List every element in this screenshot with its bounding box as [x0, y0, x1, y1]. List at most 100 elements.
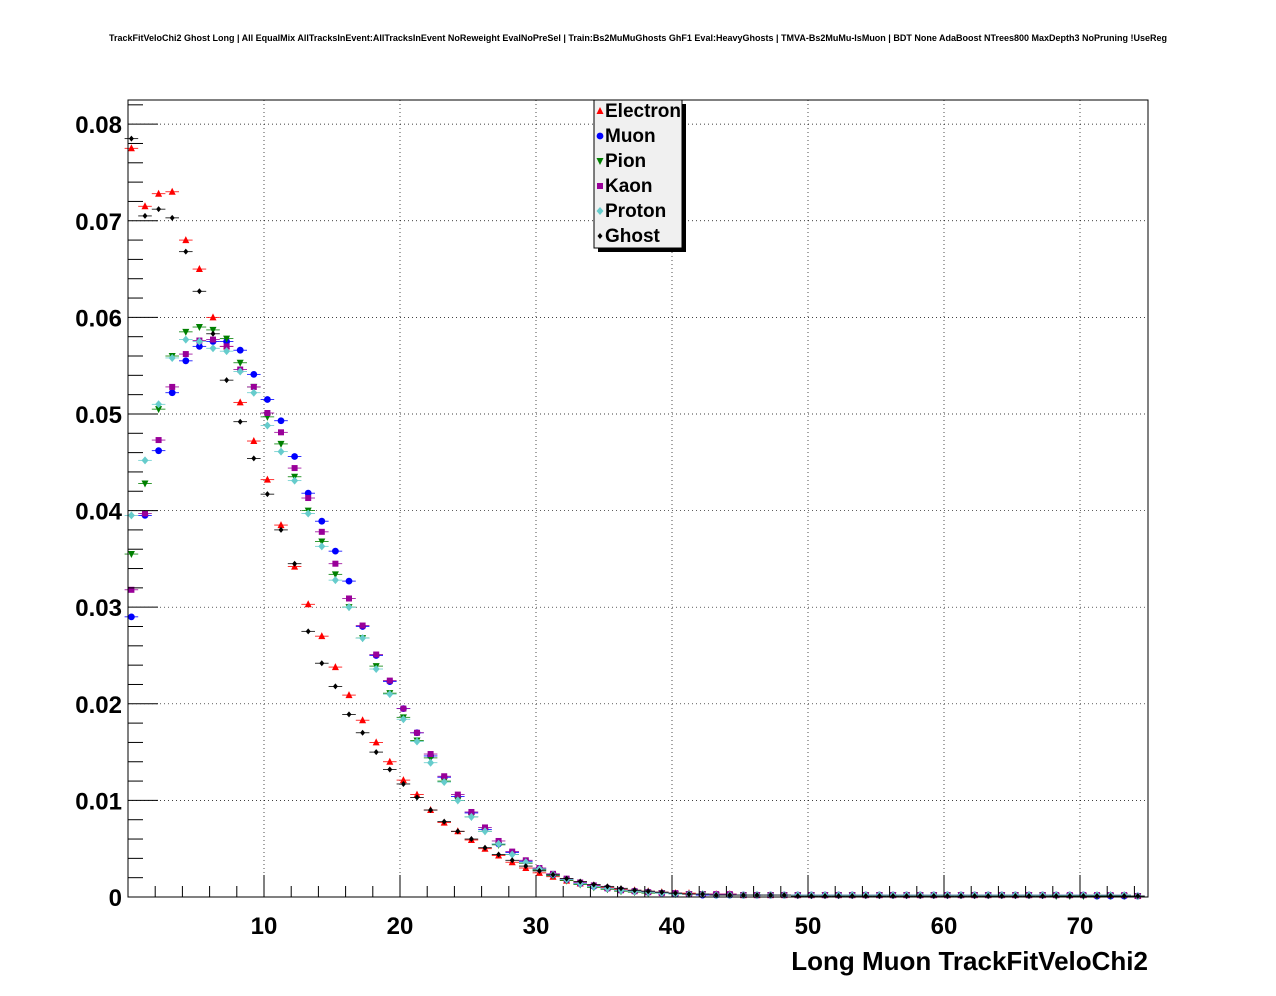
electron-data-point	[331, 663, 339, 671]
ghost-data-point	[142, 212, 148, 219]
ghost-data-point	[468, 836, 474, 843]
muon-data-point	[250, 370, 258, 378]
kaon-data-point	[305, 495, 312, 502]
y-tick-label: 0.04	[75, 499, 122, 526]
ghost-data-point	[360, 729, 366, 736]
y-tick-label: 0.01	[75, 788, 122, 815]
x-tick-label: 60	[931, 913, 958, 940]
ghost-data-point	[251, 455, 257, 462]
ghost-data-point	[700, 891, 706, 898]
proton-data-point	[427, 758, 435, 767]
kaon-data-point	[291, 465, 298, 472]
proton-data-point	[331, 576, 339, 585]
kaon-data-point	[414, 729, 420, 736]
legend: Electron Muon Pion Kaon Proton Ghost	[593, 99, 686, 252]
x-tick-label: 70	[1067, 913, 1094, 940]
kaon-data-point	[346, 595, 352, 602]
data-points	[124, 135, 1145, 901]
ghost-data-point	[196, 288, 202, 295]
muon-data-point	[264, 396, 271, 403]
kaon-data-point	[400, 705, 407, 712]
electron-data-point	[359, 716, 367, 724]
proton-data-point	[182, 335, 190, 344]
legend-marker-electron	[596, 107, 604, 114]
ghost-data-point	[536, 867, 542, 874]
ghost-data-point	[672, 890, 678, 897]
y-tick-label: 0.06	[75, 305, 122, 332]
series-ghost	[124, 135, 1145, 900]
ghost-data-point	[944, 893, 950, 900]
ghost-data-point	[428, 807, 434, 814]
ghost-data-point	[972, 893, 978, 900]
ghost-data-point	[523, 863, 529, 870]
muon-data-point	[155, 447, 163, 455]
kaon-data-point	[128, 586, 135, 593]
pion-data-point	[141, 480, 149, 488]
ghost-data-point	[985, 893, 991, 900]
ghost-data-point	[224, 377, 230, 384]
kaon-data-point	[386, 677, 393, 684]
muon-data-point	[304, 489, 312, 497]
ghost-data-point	[999, 893, 1005, 900]
kaon-data-point	[427, 751, 434, 758]
ghost-data-point	[836, 893, 842, 900]
proton-data-point	[440, 778, 448, 787]
ghost-data-point	[1108, 893, 1114, 900]
ghost-data-point	[1053, 893, 1059, 900]
legend-marker-proton	[596, 207, 604, 215]
proton-data-point	[495, 839, 503, 848]
legend-box	[593, 99, 683, 249]
pion-data-point	[182, 328, 190, 336]
kaon-data-point	[250, 383, 257, 390]
ghost-data-point	[795, 893, 801, 900]
muon-data-point	[182, 357, 190, 365]
ghost-data-point	[237, 418, 243, 425]
ghost-data-point	[659, 889, 665, 896]
electron-data-point	[263, 475, 271, 483]
ghost-data-point	[1121, 893, 1127, 900]
proton-data-point	[263, 421, 271, 430]
ghost-data-point	[1094, 893, 1100, 900]
ghost-data-point	[904, 893, 910, 900]
ghost-data-point	[917, 893, 923, 900]
proton-data-point	[304, 509, 312, 518]
ghost-data-point	[550, 871, 556, 878]
electron-data-point	[155, 189, 163, 197]
muon-data-point	[236, 346, 244, 354]
ghost-data-point	[822, 893, 828, 900]
proton-data-point	[209, 344, 217, 353]
ghost-data-point	[305, 628, 311, 635]
ghost-data-point	[292, 560, 298, 567]
legend-label-electron: Electron	[605, 101, 681, 122]
ghost-data-point	[618, 885, 624, 892]
ghost-data-point	[210, 330, 216, 337]
ghost-data-point	[876, 893, 882, 900]
y-tick-label: 0	[109, 885, 122, 912]
electron-data-point	[304, 600, 312, 608]
legend-marker-kaon	[597, 183, 603, 189]
proton-data-point	[345, 603, 353, 612]
proton-data-point	[399, 715, 407, 724]
x-tick-label: 50	[795, 913, 822, 940]
proton-data-point	[195, 337, 203, 346]
pion-data-point	[236, 359, 244, 367]
legend-label-ghost: Ghost	[605, 226, 661, 247]
ghost-data-point	[400, 780, 406, 787]
legend-marker-pion	[596, 158, 604, 165]
muon-data-point	[291, 453, 298, 460]
muon-data-point	[332, 547, 339, 555]
legend-marker-muon	[596, 132, 604, 140]
proton-data-point	[155, 400, 163, 409]
ghost-data-point	[686, 891, 692, 898]
ghost-data-point	[1067, 893, 1073, 900]
ghost-data-point	[1026, 893, 1032, 900]
legend-label-pion: Pion	[605, 151, 646, 172]
y-tick-label: 0.05	[75, 402, 122, 429]
kaon-data-point	[264, 410, 271, 417]
ghost-data-point	[455, 828, 461, 835]
pion-data-point	[127, 551, 135, 559]
ghost-data-point	[604, 883, 610, 890]
electron-data-point	[277, 521, 285, 529]
y-tick-label: 0.07	[75, 209, 122, 236]
electron-data-point	[386, 757, 394, 765]
